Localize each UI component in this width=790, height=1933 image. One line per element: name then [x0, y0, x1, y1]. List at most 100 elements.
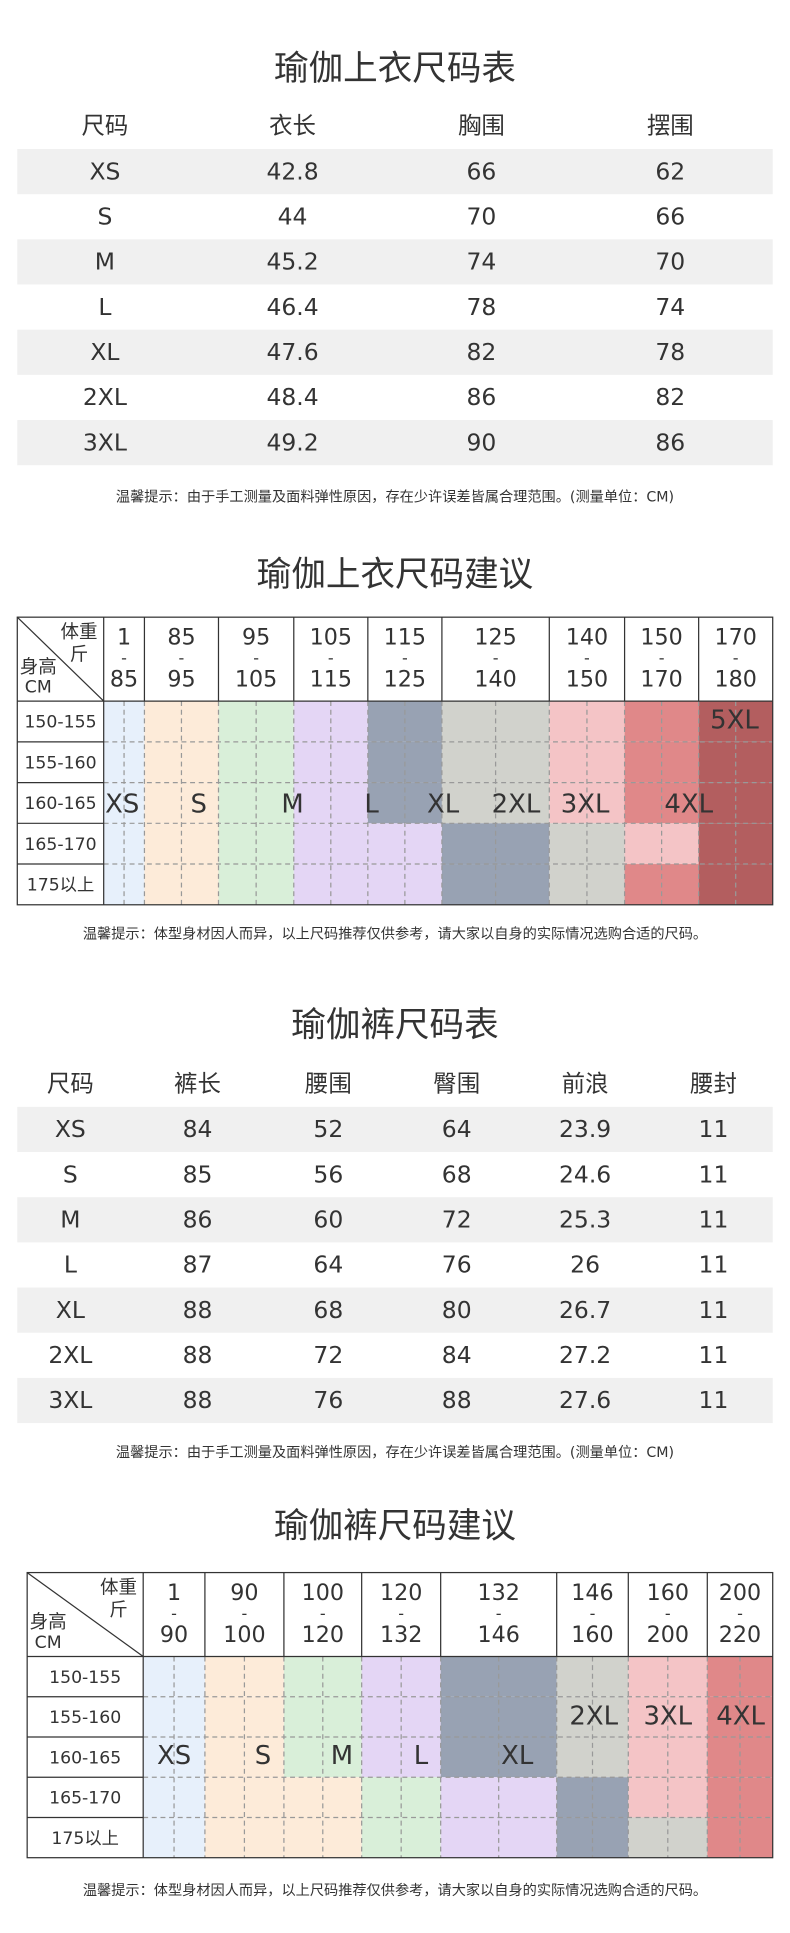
weight-label: 160 — [647, 1580, 689, 1606]
column-header: 前浪 — [562, 1069, 609, 1097]
row-shade — [17, 1287, 773, 1333]
table-cell: 11 — [699, 1206, 729, 1234]
table-title: 瑜伽上衣尺码表 — [274, 49, 516, 89]
weight-label: 85 — [167, 625, 195, 651]
table-cell: 46.4 — [266, 293, 318, 321]
size-label: L — [364, 789, 379, 819]
column-header: 摆围 — [647, 112, 694, 140]
table-cell: 87 — [183, 1251, 213, 1279]
table-cell: 62 — [655, 157, 685, 185]
weight-label: - — [242, 1604, 248, 1623]
table-cell: XL — [56, 1296, 85, 1324]
table-cell: XS — [55, 1115, 86, 1143]
section-note: 温馨提示：体型身材因人而异，以上尺码推荐仅供参考，请大家以自身的实际情况选购合适… — [83, 925, 707, 942]
table-cell: 88 — [442, 1386, 472, 1414]
table-cell: 78 — [466, 293, 496, 321]
weight-label: 100 — [223, 1622, 265, 1648]
corner-height: 身高 — [30, 1612, 67, 1633]
weight-label: 120 — [380, 1580, 422, 1606]
weight-label: - — [402, 649, 408, 668]
table-cell: 88 — [183, 1386, 213, 1414]
table-cell: 86 — [655, 428, 685, 456]
height-label: 160-165 — [49, 1748, 121, 1768]
weight-label: 140 — [566, 625, 608, 651]
row-shade — [17, 420, 773, 466]
table-cell: 42.8 — [266, 157, 318, 185]
size-label: 4XL — [664, 789, 713, 819]
weight-label: 115 — [384, 625, 426, 651]
table-cell: 11 — [699, 1341, 729, 1369]
column-header: 胸围 — [458, 112, 505, 140]
size-label: XL — [427, 789, 460, 819]
corner-weight: 体重 — [60, 622, 97, 643]
weight-label: - — [320, 1604, 326, 1623]
table-cell: 64 — [313, 1251, 343, 1279]
weight-label: - — [584, 649, 590, 668]
weight-label: - — [493, 649, 499, 668]
table-cell: S — [97, 202, 112, 230]
weight-label: - — [496, 1604, 502, 1623]
table-cell: 60 — [313, 1206, 343, 1234]
height-label: 175以上 — [51, 1829, 118, 1849]
table-cell: 48.4 — [266, 383, 318, 411]
height-label: 155-160 — [49, 1708, 121, 1728]
table-cell: 11 — [699, 1251, 729, 1279]
section-title: 瑜伽上衣尺码建议 — [257, 555, 533, 595]
weight-label: 120 — [302, 1622, 344, 1648]
table-cell: 64 — [442, 1115, 472, 1143]
weight-label: 95 — [242, 625, 270, 651]
table-cell: 52 — [313, 1115, 343, 1143]
weight-label: - — [733, 649, 739, 668]
corner-diagonal — [16, 616, 105, 702]
table-cell: 72 — [442, 1206, 472, 1234]
size-label: 2XL — [492, 789, 541, 819]
table-cell: XS — [89, 157, 120, 185]
weight-label: 160 — [571, 1622, 613, 1648]
weight-label: 146 — [477, 1622, 519, 1648]
weight-label: 95 — [167, 667, 195, 693]
weight-label: - — [590, 1604, 596, 1623]
height-label: 175以上 — [27, 876, 94, 896]
weight-label: 90 — [160, 1622, 188, 1648]
size-label: 2XL — [569, 1701, 618, 1731]
table-cell: L — [98, 293, 111, 321]
size-label: 3XL — [643, 1701, 692, 1731]
weight-label: 105 — [310, 625, 352, 651]
column-header: 尺码 — [81, 112, 128, 140]
table-cell: 24.6 — [559, 1160, 611, 1188]
height-label: 150-155 — [24, 713, 96, 733]
table-cell: 44 — [278, 202, 308, 230]
size-label: 3XL — [561, 789, 610, 819]
table-cell: 74 — [655, 293, 685, 321]
table-cell: 66 — [655, 202, 685, 230]
table-cell: 70 — [466, 202, 496, 230]
table-cell: 76 — [442, 1251, 472, 1279]
table-cell: 82 — [466, 338, 496, 366]
row-shade — [17, 1377, 773, 1424]
table-cell: 47.6 — [266, 338, 318, 366]
weight-label: 200 — [719, 1580, 761, 1606]
weight-label: 1 — [117, 625, 131, 651]
size-label: XS — [105, 789, 139, 819]
height-label: 150-155 — [49, 1668, 121, 1688]
weight-label: 150 — [566, 667, 608, 693]
table-cell: 56 — [313, 1160, 343, 1188]
size-label: S — [191, 789, 207, 819]
weight-label: 200 — [647, 1622, 689, 1648]
weight-label: 100 — [302, 1580, 344, 1606]
column-header: 腰封 — [690, 1069, 737, 1097]
table-cell: 68 — [442, 1160, 472, 1188]
weight-label: 140 — [474, 667, 516, 693]
weight-label: - — [253, 649, 259, 668]
height-label: 165-170 — [49, 1789, 121, 1809]
table-cell: 3XL — [83, 428, 127, 456]
table-cell: 3XL — [48, 1386, 92, 1414]
size-label: L — [414, 1741, 429, 1771]
table-cell: M — [60, 1206, 80, 1234]
column-header: 裤长 — [174, 1069, 221, 1097]
table-cell: 11 — [699, 1160, 729, 1188]
grid-border — [26, 1571, 774, 1859]
table-cell: S — [63, 1160, 78, 1188]
table-note: 温馨提示：由于手工测量及面料弹性原因，存在少许误差皆属合理范围。(测量单位：CM… — [116, 1444, 674, 1461]
weight-label: 220 — [719, 1622, 761, 1648]
